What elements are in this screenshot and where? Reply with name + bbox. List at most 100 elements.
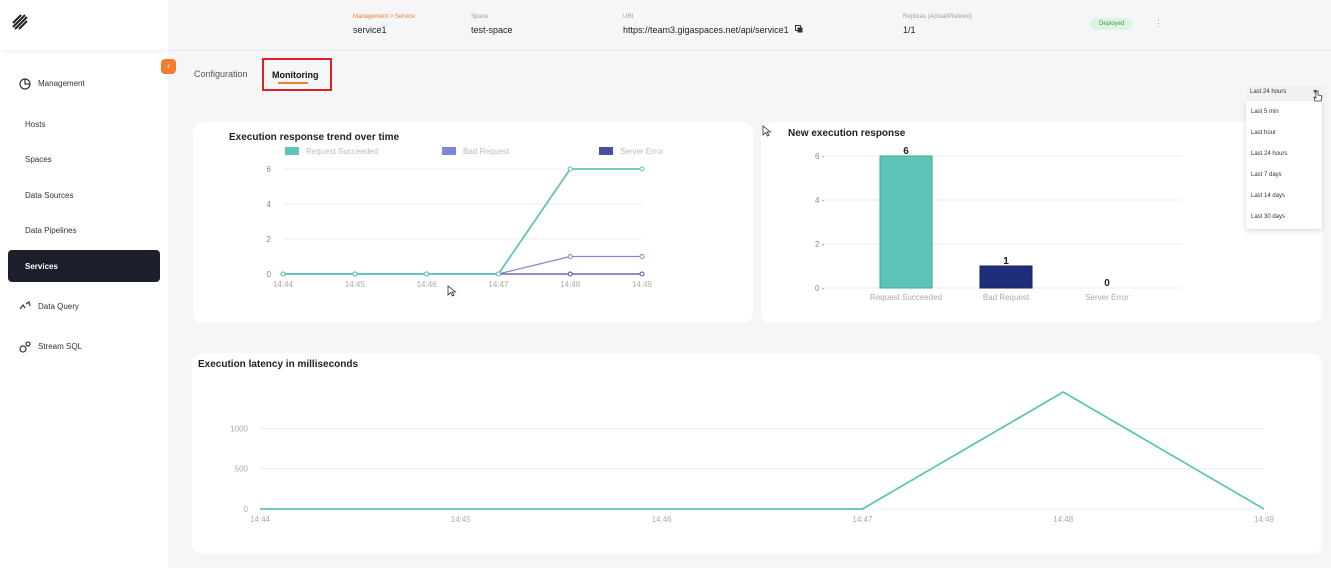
service-header: Management > Service service1 Space test… [168,0,1331,51]
y-tick-label: 0 [244,505,249,514]
y-tick-label: 4 [267,200,272,209]
hand-cursor-icon [1313,90,1323,102]
pie-chart-icon [19,78,31,90]
uri-block: URI https://team3.gigaspaces.net/api/ser… [623,14,803,35]
x-tick-label: 14:46 [417,280,438,289]
time-range-option[interactable]: Last hour [1251,130,1277,136]
latency-chart: 0 500 1000 14:44 14:45 14:46 14:47 14:48 14:49 [230,390,1275,524]
chart-title: Execution latency in milliseconds [198,359,359,370]
tab-monitoring-label: Monitoring [272,70,319,80]
x-tick-label: 14:44 [273,280,294,289]
logo-icon [12,14,28,30]
time-range-menu: Last 5 min Last hour Last 24 hours Last … [1246,101,1322,229]
x-tick-label: 14:47 [852,515,873,524]
replicas-caption: Replicas (Actual/Planned) [903,14,973,20]
data-point [639,166,645,172]
response-trend-chart: Request Succeeded Bad Request Server Error… [267,147,664,289]
time-range-option[interactable]: Last 24 hours [1251,151,1288,157]
series-line [283,168,642,275]
sidebar: ‹ Management Hosts Spaces Data Sources D… [0,0,176,568]
data-point [567,271,573,277]
series-line [283,255,642,275]
data-point [567,254,573,259]
data-query-icon [19,301,31,310]
x-tick-label: 14:45 [451,515,472,524]
y-tick-label: 6 [267,165,272,174]
sidebar-item-label: Spaces [25,155,52,164]
new-response-chart: 0 - 2 - 4 - 6 - 6 Request Succeeded 1 Bad Reque… [815,146,1182,302]
data-point [567,166,573,172]
legend-swatch [599,147,613,155]
data-point [495,271,501,277]
chevron-down-icon: ▾ [1313,87,1318,96]
copy-icon[interactable] [795,25,803,33]
y-tick-label: 6 - [815,152,825,161]
time-range-option[interactable]: Last 30 days [1251,214,1286,220]
x-tick-label: 14:48 [560,280,581,289]
y-tick-label: 0 [267,270,272,279]
sidebar-item-label: Services [25,262,58,271]
app-logo[interactable] [0,0,168,50]
service-name: service1 [353,25,387,35]
data-point [424,271,430,277]
x-tick-label: 14:49 [1254,515,1275,524]
space-caption: Space [471,14,489,20]
breadcrumb[interactable]: Management > Service [353,14,415,20]
y-tick-label: 0 - [815,284,825,293]
x-tick-label: 14:49 [632,280,653,289]
series-line [260,390,1265,510]
data-label: 0 [1104,278,1110,289]
response-trend-card: Execution response trend over time Reque… [193,122,753,323]
time-range-selected: Last 24 hours [1250,89,1287,95]
sidebar-item-label: Data Query [38,302,79,311]
bar [879,155,933,289]
sidebar-item-label: Management [38,79,85,88]
sidebar-item-label: Stream SQL [38,342,83,351]
latency-card: Execution latency in milliseconds 0 500 10… [192,353,1322,554]
data-label: 6 [903,146,909,157]
data-label: 1 [1003,256,1009,267]
pointer-cursor-icon [762,125,772,137]
legend-label: Server Error [620,147,664,156]
sidebar-item-label: Hosts [25,120,46,129]
chart-title: New execution response [788,128,906,139]
x-tick-label: Bad Request [983,293,1030,302]
x-tick-label: Request Succeeded [870,293,942,302]
x-tick-label: 14:47 [488,280,509,289]
replicas-value: 1/1 [903,25,916,35]
time-range-option[interactable]: Last 5 min [1251,109,1279,115]
legend-label: Request Succeeded [306,147,378,156]
sidebar-item-services[interactable]: Services [8,250,160,282]
time-range-option[interactable]: Last 7 days [1251,172,1282,178]
tab-configuration[interactable]: Configuration [194,69,248,79]
pointer-cursor-icon [447,285,457,297]
data-point [280,271,286,277]
legend-swatch [285,147,299,155]
tab-active-underline [278,82,308,84]
legend-swatch [442,147,456,155]
y-tick-label: 4 - [815,196,825,205]
time-range-select[interactable]: Last 24 hours ▾ [1247,86,1327,99]
y-tick-label: 500 [235,465,249,474]
space-block: Space test-space [471,14,513,35]
time-range-option[interactable]: Last 14 days [1251,193,1286,199]
data-point [352,271,358,277]
x-tick-label: 14:46 [652,515,673,524]
uri-value: https://team3.gigaspaces.net/api/service… [623,25,803,35]
data-point [639,271,645,277]
x-tick-label: 14:45 [345,280,366,289]
sidebar-item-label: Data Sources [25,191,74,200]
y-tick-label: 1000 [230,424,248,433]
y-tick-label: 2 [267,235,272,244]
uri-caption: URI [623,14,634,20]
y-tick-label: 2 - [815,240,825,249]
bar [979,265,1033,289]
tab-monitoring[interactable]: Monitoring [262,58,332,91]
more-options-icon[interactable]: ⋮ [1154,18,1163,28]
status-badge: Deployed [1090,18,1134,30]
service-name-block: Management > Service service1 [353,14,415,35]
collapse-sidebar-button[interactable]: ‹ [161,59,176,74]
data-point [639,254,645,259]
new-response-card: New execution response 0 - 2 - 4 - 6 - 6 Requ… [761,122,1322,323]
x-tick-label: 14:48 [1053,515,1074,524]
